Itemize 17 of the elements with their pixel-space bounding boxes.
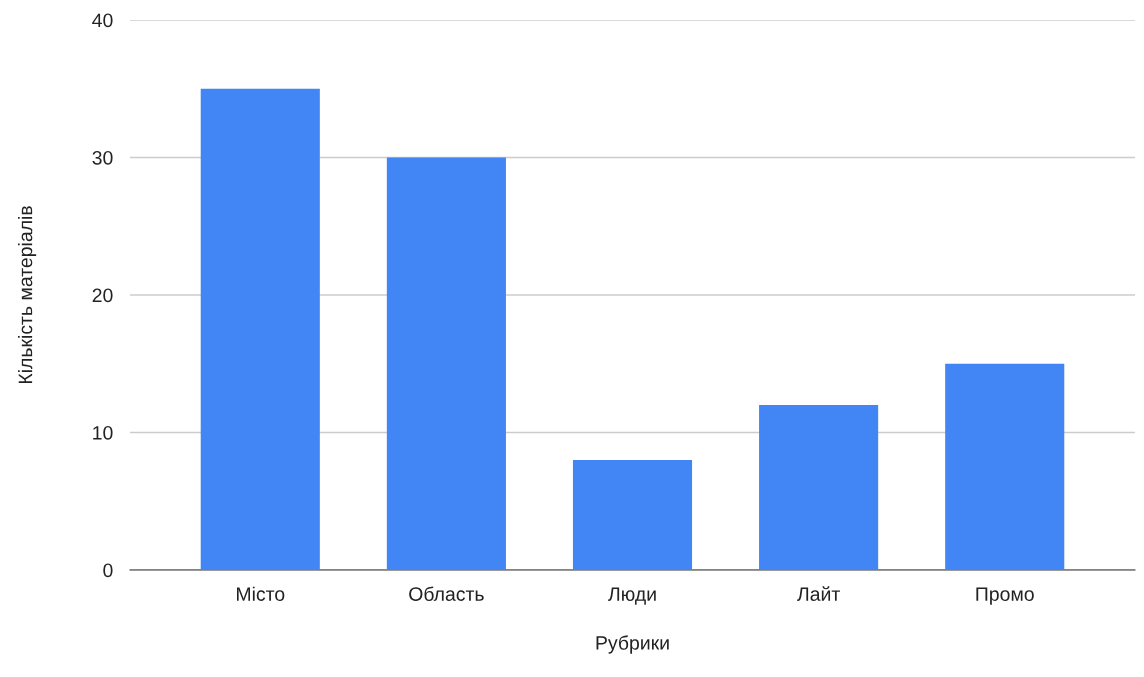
- bar: [945, 363, 1065, 570]
- bar: [572, 460, 693, 570]
- x-tick-label: Люди: [608, 587, 656, 605]
- bar: [200, 88, 320, 570]
- y-axis-title: Кількість матеріалів: [18, 206, 37, 384]
- y-tick-label: 10: [93, 425, 113, 440]
- y-tick-label: 0: [103, 563, 113, 578]
- x-tick-label: Лайт: [797, 586, 840, 601]
- x-tick-label: Промо: [976, 587, 1034, 605]
- x-tick-label: Місто: [237, 586, 285, 601]
- y-tick-label: 30: [92, 150, 113, 165]
- x-tick-label: Область: [409, 586, 484, 601]
- y-tick-label: 40: [92, 13, 113, 28]
- bar: [386, 157, 506, 570]
- x-axis-title: Рубрики: [596, 635, 669, 654]
- y-tick-label: 20: [92, 288, 113, 303]
- bar: [759, 405, 879, 570]
